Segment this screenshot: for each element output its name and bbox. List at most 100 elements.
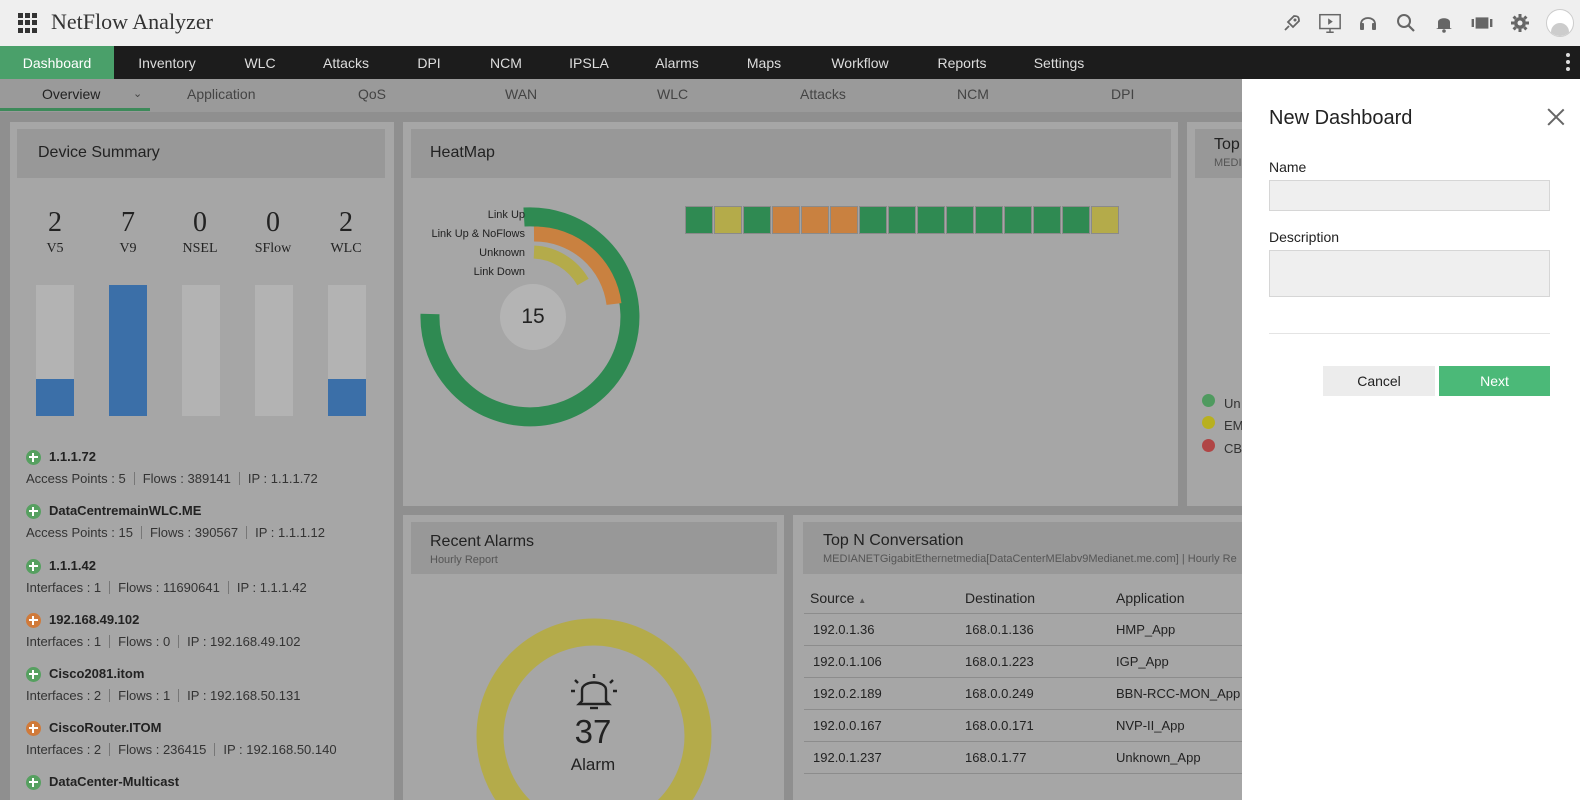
cell-application[interactable]: NVP-II_App — [1116, 718, 1185, 733]
app-grid-icon[interactable] — [18, 13, 38, 33]
name-input[interactable] — [1269, 180, 1550, 211]
drawer-divider — [1269, 333, 1550, 334]
cell-source[interactable]: 192.0.1.106 — [813, 654, 882, 669]
meta-separator — [109, 581, 111, 594]
heatmap-cell[interactable] — [1004, 206, 1032, 234]
nav-reports[interactable]: Reports — [937, 54, 987, 71]
nav-alarms[interactable]: Alarms — [655, 54, 699, 71]
heatmap-cell[interactable] — [743, 206, 771, 234]
heatmap-cell[interactable] — [685, 206, 713, 234]
film-icon[interactable] — [1470, 11, 1494, 35]
heatmap-cell[interactable] — [772, 206, 800, 234]
legend-unknown: Unknown — [479, 247, 525, 259]
cell-source[interactable]: 192.0.2.189 — [813, 686, 882, 701]
device-name[interactable]: Cisco2081.itom — [49, 666, 145, 681]
cancel-button[interactable]: Cancel — [1323, 366, 1435, 396]
nav-workflow[interactable]: Workflow — [831, 54, 889, 71]
stat-wlc[interactable]: 2 WLC — [330, 207, 362, 256]
subtab-dpi[interactable]: DPI — [1111, 86, 1135, 102]
meta-separator — [109, 743, 111, 756]
subtab-ncm[interactable]: NCM — [957, 86, 989, 102]
description-input[interactable] — [1269, 250, 1550, 297]
meta-separator — [109, 689, 111, 702]
subtab-application[interactable]: Application — [187, 86, 256, 102]
subtab-wan[interactable]: WAN — [505, 86, 538, 102]
heatmap-cell[interactable] — [975, 206, 1003, 234]
description-label: Description — [1269, 229, 1340, 245]
cell-source[interactable]: 192.0.1.36 — [813, 622, 875, 637]
donut-link-up-noflows[interactable] — [533, 226, 622, 306]
heatmap-cell[interactable] — [859, 206, 887, 234]
next-button[interactable]: Next — [1439, 366, 1550, 396]
headset-icon[interactable] — [1356, 11, 1380, 35]
heatmap-cell[interactable] — [830, 206, 858, 234]
more-menu-icon[interactable] — [1566, 53, 1570, 71]
cell-destination[interactable]: 168.0.0.249 — [965, 686, 1034, 701]
heatmap-donut[interactable] — [400, 190, 660, 440]
heatmap-cell[interactable] — [1091, 206, 1119, 234]
table-divider — [804, 613, 1244, 614]
subtab-qos[interactable]: QoS — [358, 86, 387, 102]
cell-destination[interactable]: 168.0.1.223 — [965, 654, 1034, 669]
heatmap-cell[interactable] — [1033, 206, 1061, 234]
recent-alarms-title: Recent Alarms — [430, 533, 535, 550]
cell-source[interactable]: 192.0.1.237 — [813, 750, 882, 765]
device-name[interactable]: DataCentremainWLC.ME — [49, 503, 202, 518]
device-meta: Interfaces : 1 Flows : 11690641 IP : 1.1.1… — [26, 580, 307, 595]
device-name[interactable]: CiscoRouter.ITOM — [49, 720, 162, 735]
device-name[interactable]: 1.1.1.42 — [49, 558, 96, 573]
subtab-wlc[interactable]: WLC — [657, 86, 689, 102]
cell-source[interactable]: 192.0.0.167 — [813, 718, 882, 733]
heatmap-cell[interactable] — [917, 206, 945, 234]
subtab-overview[interactable]: Overview — [42, 86, 101, 102]
search-icon[interactable] — [1394, 11, 1418, 35]
subtab-attacks[interactable]: Attacks — [800, 86, 846, 102]
donut-link-up[interactable] — [420, 207, 640, 427]
nav-dpi[interactable]: DPI — [417, 54, 441, 71]
heatmap-cell[interactable] — [888, 206, 916, 234]
close-icon[interactable] — [1546, 107, 1566, 127]
cell-destination[interactable]: 168.0.1.77 — [965, 750, 1027, 765]
device-name[interactable]: 1.1.1.72 — [49, 449, 96, 464]
nav-ncm[interactable]: NCM — [490, 54, 522, 71]
cell-application[interactable]: BBN-RCC-MON_App — [1116, 686, 1241, 701]
bell-icon[interactable] — [1432, 11, 1456, 35]
alarm-ring[interactable] — [470, 612, 720, 800]
col-source[interactable]: Source ▲ — [810, 590, 867, 606]
col-destination[interactable]: Destination — [965, 590, 1036, 606]
col-application[interactable]: Application — [1116, 590, 1185, 606]
device-meta-item: IP : 192.168.50.140 — [223, 742, 337, 757]
user-avatar[interactable] — [1546, 9, 1574, 37]
rocket-icon[interactable] — [1280, 11, 1304, 35]
nav-inventory[interactable]: Inventory — [138, 54, 196, 71]
device-name[interactable]: DataCenter-Multicast — [49, 774, 180, 789]
heatmap-cell[interactable] — [714, 206, 742, 234]
nav-dashboard[interactable]: Dashboard — [0, 46, 114, 79]
heatmap-cell[interactable] — [1062, 206, 1090, 234]
nav-ipsla[interactable]: IPSLA — [569, 54, 609, 71]
presentation-icon[interactable] — [1318, 11, 1342, 35]
gear-icon[interactable] — [1508, 11, 1532, 35]
nav-settings[interactable]: Settings — [1033, 54, 1085, 71]
cell-destination[interactable]: 168.0.0.171 — [965, 718, 1034, 733]
cell-destination[interactable]: 168.0.1.136 — [965, 622, 1034, 637]
heatmap-cell[interactable] — [801, 206, 829, 234]
nav-wlc[interactable]: WLC — [244, 54, 276, 71]
device-name[interactable]: 192.168.49.102 — [49, 612, 140, 627]
cell-application[interactable]: IGP_App — [1116, 654, 1169, 669]
chevron-down-icon[interactable]: ⌄ — [133, 88, 143, 100]
nav-attacks[interactable]: Attacks — [323, 54, 369, 71]
device-meta-item: Access Points : 5 — [26, 471, 126, 486]
stat-nsel[interactable]: 0 NSEL — [182, 207, 218, 256]
cell-application[interactable]: HMP_App — [1116, 622, 1176, 637]
stat-v9[interactable]: 7 V9 — [119, 207, 137, 256]
alarm-ring-arc[interactable] — [476, 618, 712, 800]
heatmap-cell[interactable] — [946, 206, 974, 234]
stat-v5[interactable]: 2 V5 — [46, 207, 64, 256]
legend-label: CB — [1224, 441, 1243, 456]
donut-unknown[interactable] — [533, 245, 589, 286]
nav-maps[interactable]: Maps — [746, 54, 782, 71]
device-meta-item: Flows : 236415 — [118, 742, 207, 757]
cell-application[interactable]: Unknown_App — [1116, 750, 1201, 765]
stat-sflow[interactable]: 0 SFlow — [254, 207, 292, 256]
